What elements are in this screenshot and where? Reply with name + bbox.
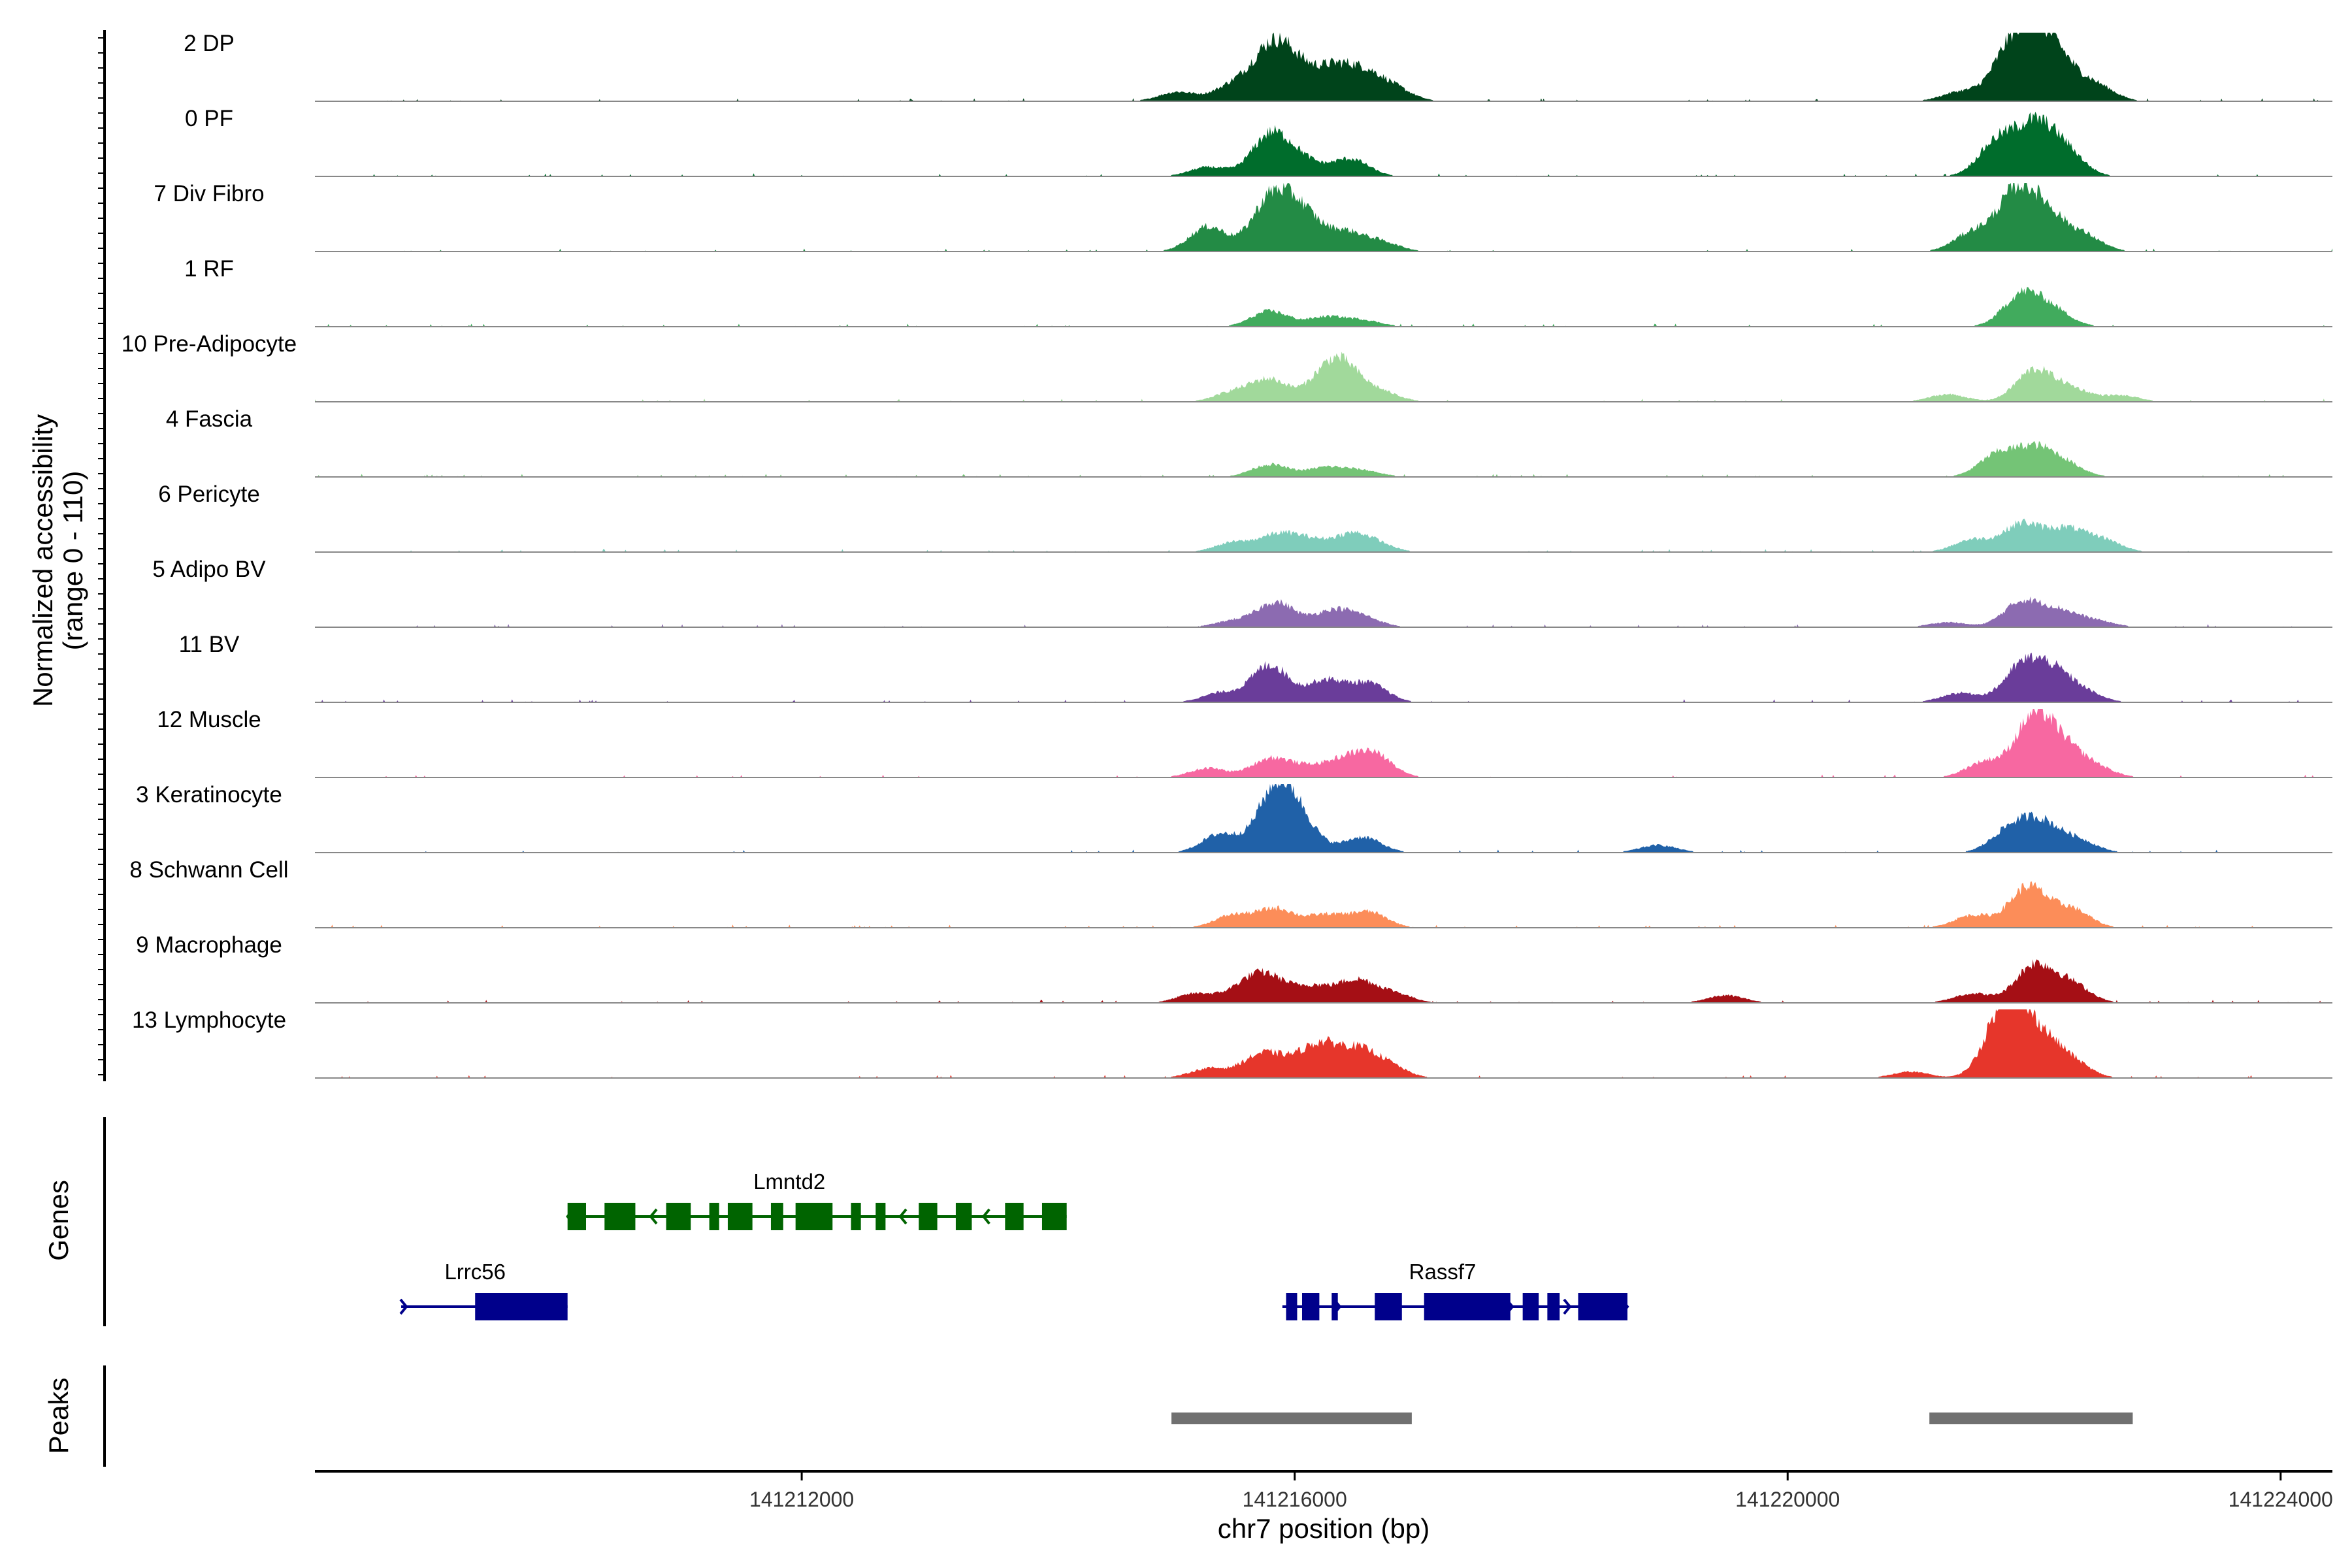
- track-11: 3 Keratinocyte: [136, 782, 2332, 853]
- gene-label: Lmntd2: [753, 1169, 825, 1194]
- track-label: 4 Fascia: [166, 406, 253, 432]
- gene-strand-arrow: [399, 1298, 408, 1315]
- gene-lmntd2: Lmntd2: [566, 1169, 1067, 1230]
- track-12: 8 Schwann Cell: [129, 857, 2332, 928]
- track-signal: [315, 784, 2332, 853]
- track-label: 10 Pre-Adipocyte: [122, 331, 297, 357]
- gene-exon: [666, 1203, 691, 1230]
- gene-exon: [1286, 1293, 1298, 1320]
- track-label: 5 Adipo BV: [152, 557, 266, 582]
- gene-exon: [919, 1203, 938, 1230]
- track-label: 13 Lymphocyte: [132, 1007, 286, 1033]
- track-signal: [315, 183, 2332, 252]
- track-signal: [315, 440, 2332, 477]
- gene-strand-arrow: [898, 1208, 907, 1225]
- gene-exon: [709, 1203, 719, 1230]
- track-7: 6 Pericyte: [158, 482, 2332, 553]
- track-label: 1 RF: [184, 256, 234, 282]
- track-label: 6 Pericyte: [158, 482, 260, 507]
- gene-exon: [1005, 1203, 1024, 1230]
- track-14: 13 Lymphocyte: [132, 1007, 2332, 1079]
- track-6: 4 Fascia: [166, 406, 2332, 478]
- track-signal: [315, 112, 2332, 176]
- gene-strand-arrow: [1563, 1298, 1572, 1315]
- track-signal: [315, 1009, 2332, 1078]
- gene-label: Lrrc56: [444, 1260, 506, 1284]
- track-2: 0 PF: [185, 106, 2332, 177]
- track-signal: [315, 881, 2332, 928]
- gene-exon: [770, 1203, 783, 1230]
- track-label: 7 Div Fibro: [154, 181, 264, 206]
- track-8: 5 Adipo BV: [152, 557, 2332, 628]
- track-1: 2 DP: [184, 31, 2332, 102]
- x-tick-label: 141220000: [1735, 1488, 1840, 1511]
- track-signal: [315, 709, 2332, 777]
- peak-region-1: [1171, 1413, 1412, 1424]
- gene-rassf7: Rassf7: [1282, 1260, 1629, 1320]
- gene-exon: [567, 1203, 587, 1230]
- gene-exon: [795, 1203, 833, 1230]
- genes-track-title: Genes: [43, 1180, 74, 1261]
- track-9: 11 BV: [179, 632, 2332, 703]
- peak-region-2: [1929, 1413, 2133, 1424]
- track-signal: [315, 596, 2332, 627]
- track-label: 2 DP: [184, 31, 235, 56]
- gene-strand-arrow: [649, 1208, 658, 1225]
- gene-strand-arrow: [981, 1208, 990, 1225]
- gene-exon: [604, 1203, 636, 1230]
- track-signal: [315, 959, 2332, 1003]
- gene-exon: [1301, 1293, 1320, 1320]
- gene-exon: [727, 1203, 753, 1230]
- track-10: 12 Muscle: [157, 707, 2332, 778]
- track-3: 7 Div Fibro: [154, 181, 2332, 252]
- gene-exon: [1375, 1293, 1402, 1320]
- track-signal: [315, 287, 2332, 327]
- gene-label: Rassf7: [1409, 1260, 1477, 1284]
- gene-exon: [1578, 1293, 1627, 1320]
- gene-exon: [1522, 1293, 1539, 1320]
- track-signal: [315, 653, 2332, 702]
- gene-exon: [955, 1203, 972, 1230]
- peaks-track-title: Peaks: [43, 1378, 74, 1454]
- track-signal: [315, 351, 2332, 402]
- gene-exon: [1041, 1203, 1067, 1230]
- gene-exon: [475, 1293, 568, 1320]
- track-label: 9 Macrophage: [136, 932, 282, 958]
- gene-exon: [1331, 1293, 1338, 1320]
- y-axis-title-line2: (range 0 - 110): [57, 471, 88, 651]
- track-label: 3 Keratinocyte: [136, 782, 282, 808]
- track-signal: [315, 518, 2332, 552]
- track-label: 12 Muscle: [157, 707, 261, 732]
- left-axis: [98, 30, 106, 1081]
- gene-exon: [1424, 1293, 1511, 1320]
- track-label: 8 Schwann Cell: [129, 857, 288, 883]
- x-axis: 141212000 141216000 141220000 141224000: [315, 1470, 2333, 1511]
- peaks-track: [103, 1365, 2133, 1467]
- x-tick-label: 141216000: [1243, 1488, 1347, 1511]
- gene-exon: [851, 1203, 861, 1230]
- gene-exon: [1547, 1293, 1560, 1320]
- track-label: 0 PF: [185, 106, 233, 131]
- x-tick-label: 141212000: [749, 1488, 854, 1511]
- x-tick-label: 141224000: [2229, 1488, 2333, 1511]
- y-axis-title-line1: Normalized accessibility: [27, 414, 58, 707]
- track-signal: [315, 33, 2332, 101]
- x-axis-title: chr7 position (bp): [1218, 1513, 1430, 1544]
- track-label: 11 BV: [179, 632, 240, 657]
- coverage-tracks: 2 DP 0 PF 7 Div Fibro 1 RF 10 Pre-Adipocyte 4…: [122, 31, 2332, 1079]
- genes-track: Lmntd2 Lrrc56 Rassf7: [103, 1117, 1629, 1326]
- gene-exon: [875, 1203, 886, 1230]
- track-4: 1 RF: [184, 256, 2332, 327]
- track-5: 10 Pre-Adipocyte: [122, 331, 2332, 402]
- gene-lrrc56: Lrrc56: [399, 1260, 568, 1320]
- track-13: 9 Macrophage: [136, 932, 2332, 1004]
